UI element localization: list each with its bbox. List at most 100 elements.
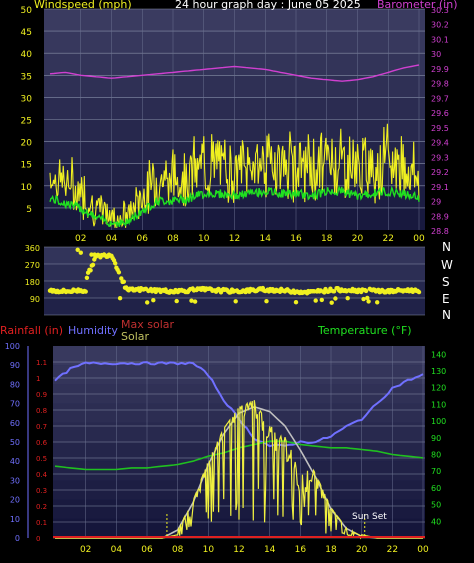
compass-w: W <box>441 258 453 272</box>
solar-grid <box>27 346 425 539</box>
x-tick-label: 20 <box>352 234 364 244</box>
temperature-line <box>54 440 424 471</box>
humidity-tick-label: 30 <box>10 476 20 485</box>
humidity-tick-label: 40 <box>10 457 20 466</box>
rain-tick-label: 0 <box>36 535 40 543</box>
barometer-title: Barometer (in) <box>377 0 458 11</box>
direction-point <box>90 262 96 267</box>
x-tick-label: 08 <box>167 234 179 244</box>
barometer-tick-label: 29.7 <box>431 94 449 103</box>
x-tick-label: 04 <box>106 234 118 244</box>
direction-point <box>331 289 337 294</box>
rainfall-legend: Rainfall (in) <box>0 324 63 337</box>
direction-point <box>345 296 350 301</box>
direction-point <box>264 299 269 304</box>
direction-point <box>117 296 123 301</box>
x-tick-label: 18 <box>321 234 333 244</box>
windspeed-tick-label: 25 <box>21 117 32 127</box>
rain-tick-label: 0.1 <box>36 519 47 527</box>
compass-n-bottom: N <box>442 308 451 322</box>
x-tick-label: 08 <box>172 545 184 555</box>
barometer-tick-label: 29.6 <box>431 109 449 118</box>
rain-tick-label: 0.9 <box>36 391 47 399</box>
barometer-line <box>49 64 420 82</box>
direction-point <box>151 298 156 303</box>
humidity-tick-label: 90 <box>10 361 20 370</box>
direction-point <box>363 288 369 294</box>
windspeed-tick-label: 15 <box>21 161 32 171</box>
direction-point <box>329 300 334 305</box>
x-tick-label: 22 <box>387 545 398 555</box>
direction-point <box>88 268 93 273</box>
direction-point <box>375 300 380 305</box>
barometer-tick-label: 30.1 <box>431 35 449 44</box>
x-tick-label: 10 <box>198 234 210 244</box>
axis-labels: 510152025303540455028.828.92929.129.229.… <box>5 6 449 555</box>
compass-s: S <box>442 275 450 289</box>
windspeed-tick-label: 5 <box>26 205 32 215</box>
x-tick-label: 14 <box>260 234 272 244</box>
direction-tick-label: 180 <box>25 278 40 287</box>
humidity-tick-label: 70 <box>10 400 20 409</box>
rain-tick-label: 0.5 <box>36 455 47 463</box>
rain-tick-label: 1.1 <box>36 359 47 367</box>
direction-point <box>361 296 366 302</box>
compass-n-top: N <box>442 240 451 254</box>
barometer-tick-label: 30 <box>431 50 441 59</box>
x-tick-label: 14 <box>264 545 276 555</box>
direction-point <box>365 295 370 301</box>
direction-point <box>78 250 84 255</box>
x-tick-label: 16 <box>295 545 307 555</box>
x-tick-label: 20 <box>356 545 368 555</box>
temperature-tick-label: 50 <box>431 501 441 510</box>
direction-tick-label: 90 <box>30 295 40 304</box>
direction-point <box>116 270 122 275</box>
barometer-tick-label: 29.1 <box>431 183 449 192</box>
direction-point <box>416 289 422 295</box>
temperature-tick-label: 110 <box>431 400 446 409</box>
windspeed-tick-label: 50 <box>21 6 33 16</box>
solar-legend: Solar <box>121 330 150 343</box>
humidity-tick-label: 80 <box>10 380 20 389</box>
solar-series <box>53 361 425 540</box>
temperature-tick-label: 130 <box>431 367 446 376</box>
direction-point <box>333 296 338 301</box>
direction-point <box>113 261 118 266</box>
barometer-tick-label: 29.2 <box>431 168 449 177</box>
direction-point <box>233 299 238 304</box>
barometer-tick-label: 29.8 <box>431 80 449 89</box>
x-tick-label: 02 <box>80 545 91 555</box>
chart-title: 24 hour graph day : June 05 2025 <box>175 0 361 11</box>
direction-point <box>313 298 318 303</box>
windspeed-gust-line <box>49 123 420 228</box>
windspeed-tick-label: 35 <box>21 72 32 82</box>
direction-band <box>44 247 425 264</box>
direction-point <box>145 300 150 305</box>
temperature-tick-label: 40 <box>431 517 441 526</box>
x-tick-label: 22 <box>383 234 394 244</box>
barometer-tick-label: 30.3 <box>431 6 449 15</box>
barometer-tick-label: 30.2 <box>431 21 449 30</box>
direction-tick-label: 360 <box>25 244 40 253</box>
windspeed-tick-label: 40 <box>21 50 33 60</box>
sun-set-label: Sun Set <box>352 512 387 522</box>
humidity-tick-label: 60 <box>10 419 20 428</box>
x-tick-label: 12 <box>233 545 244 555</box>
x-tick-label: 04 <box>111 545 123 555</box>
direction-point <box>121 279 127 284</box>
direction-point <box>119 276 124 281</box>
barometer-tick-label: 29.3 <box>431 153 449 162</box>
windspeed-tick-label: 30 <box>21 94 33 104</box>
direction-point <box>84 275 90 280</box>
windspeed-tick-label: 45 <box>21 28 32 38</box>
barometer-tick-label: 29.4 <box>431 139 449 148</box>
x-tick-label: 16 <box>290 234 302 244</box>
x-tick-label: 06 <box>141 545 153 555</box>
humidity-tick-label: 0 <box>15 534 20 543</box>
x-tick-label: 12 <box>229 234 240 244</box>
direction-tick-label: 270 <box>25 261 40 270</box>
humidity-tick-label: 10 <box>10 515 20 524</box>
temperature-tick-label: 60 <box>431 484 441 493</box>
windspeed-tick-label: 10 <box>21 183 33 193</box>
